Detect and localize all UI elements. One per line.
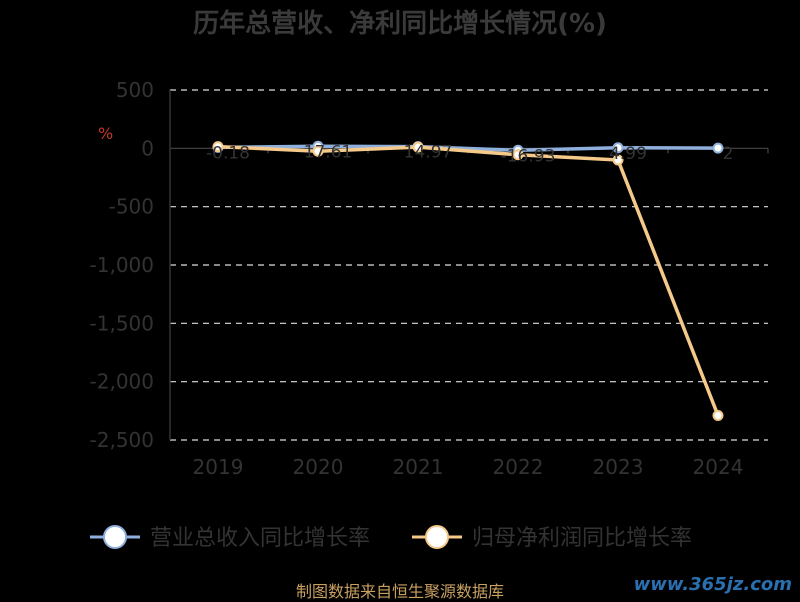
data-label: -0.18 bbox=[206, 143, 250, 163]
y-tick-label: -2,500 bbox=[90, 428, 154, 452]
x-tick-label: 2023 bbox=[593, 455, 644, 479]
x-tick-label: 2021 bbox=[393, 455, 444, 479]
y-tick-label: -1,000 bbox=[90, 253, 154, 277]
data-source-note: 制图数据来自恒生聚源数据库 bbox=[295, 582, 504, 601]
series-2-point bbox=[712, 410, 724, 421]
y-unit-label: % bbox=[98, 124, 113, 143]
y-tick-label: 0 bbox=[141, 136, 154, 160]
legend-marker-2 bbox=[425, 525, 449, 549]
data-label: 17.61 bbox=[304, 142, 353, 162]
legend-label-2: 归母净利润同比增长率 bbox=[472, 526, 692, 551]
data-label: 4.99 bbox=[609, 144, 647, 164]
series-2-point bbox=[512, 149, 524, 161]
x-tick-label: 2022 bbox=[493, 455, 544, 479]
series-2-point bbox=[412, 141, 424, 153]
legend-marker-1 bbox=[103, 525, 127, 549]
data-label: 14.97 bbox=[404, 143, 453, 163]
series-line-2 bbox=[217, 144, 720, 417]
legend-label-1: 营业总收入同比增长率 bbox=[150, 526, 370, 551]
series-line-1 bbox=[217, 144, 719, 153]
y-tick-label: -2,000 bbox=[90, 370, 154, 394]
x-tick-label: 2024 bbox=[693, 455, 744, 479]
chart-title: 历年总营收、净利同比增长情况(%) bbox=[193, 8, 607, 39]
watermark: www.365jz.com bbox=[633, 574, 792, 595]
y-tick-label: -1,500 bbox=[90, 311, 154, 335]
x-tick-label: 2019 bbox=[193, 455, 244, 479]
series-2-point bbox=[612, 154, 624, 166]
series-2-point bbox=[212, 141, 224, 153]
series-1-point bbox=[712, 142, 724, 154]
data-label: 2 bbox=[723, 144, 734, 164]
x-tick-label: 2020 bbox=[293, 455, 344, 479]
y-tick-label: -500 bbox=[109, 195, 154, 219]
y-tick-label: 500 bbox=[116, 78, 154, 102]
data-label: -16.93 bbox=[501, 146, 556, 166]
series-2-point bbox=[312, 145, 324, 157]
series-1-point bbox=[612, 142, 624, 154]
